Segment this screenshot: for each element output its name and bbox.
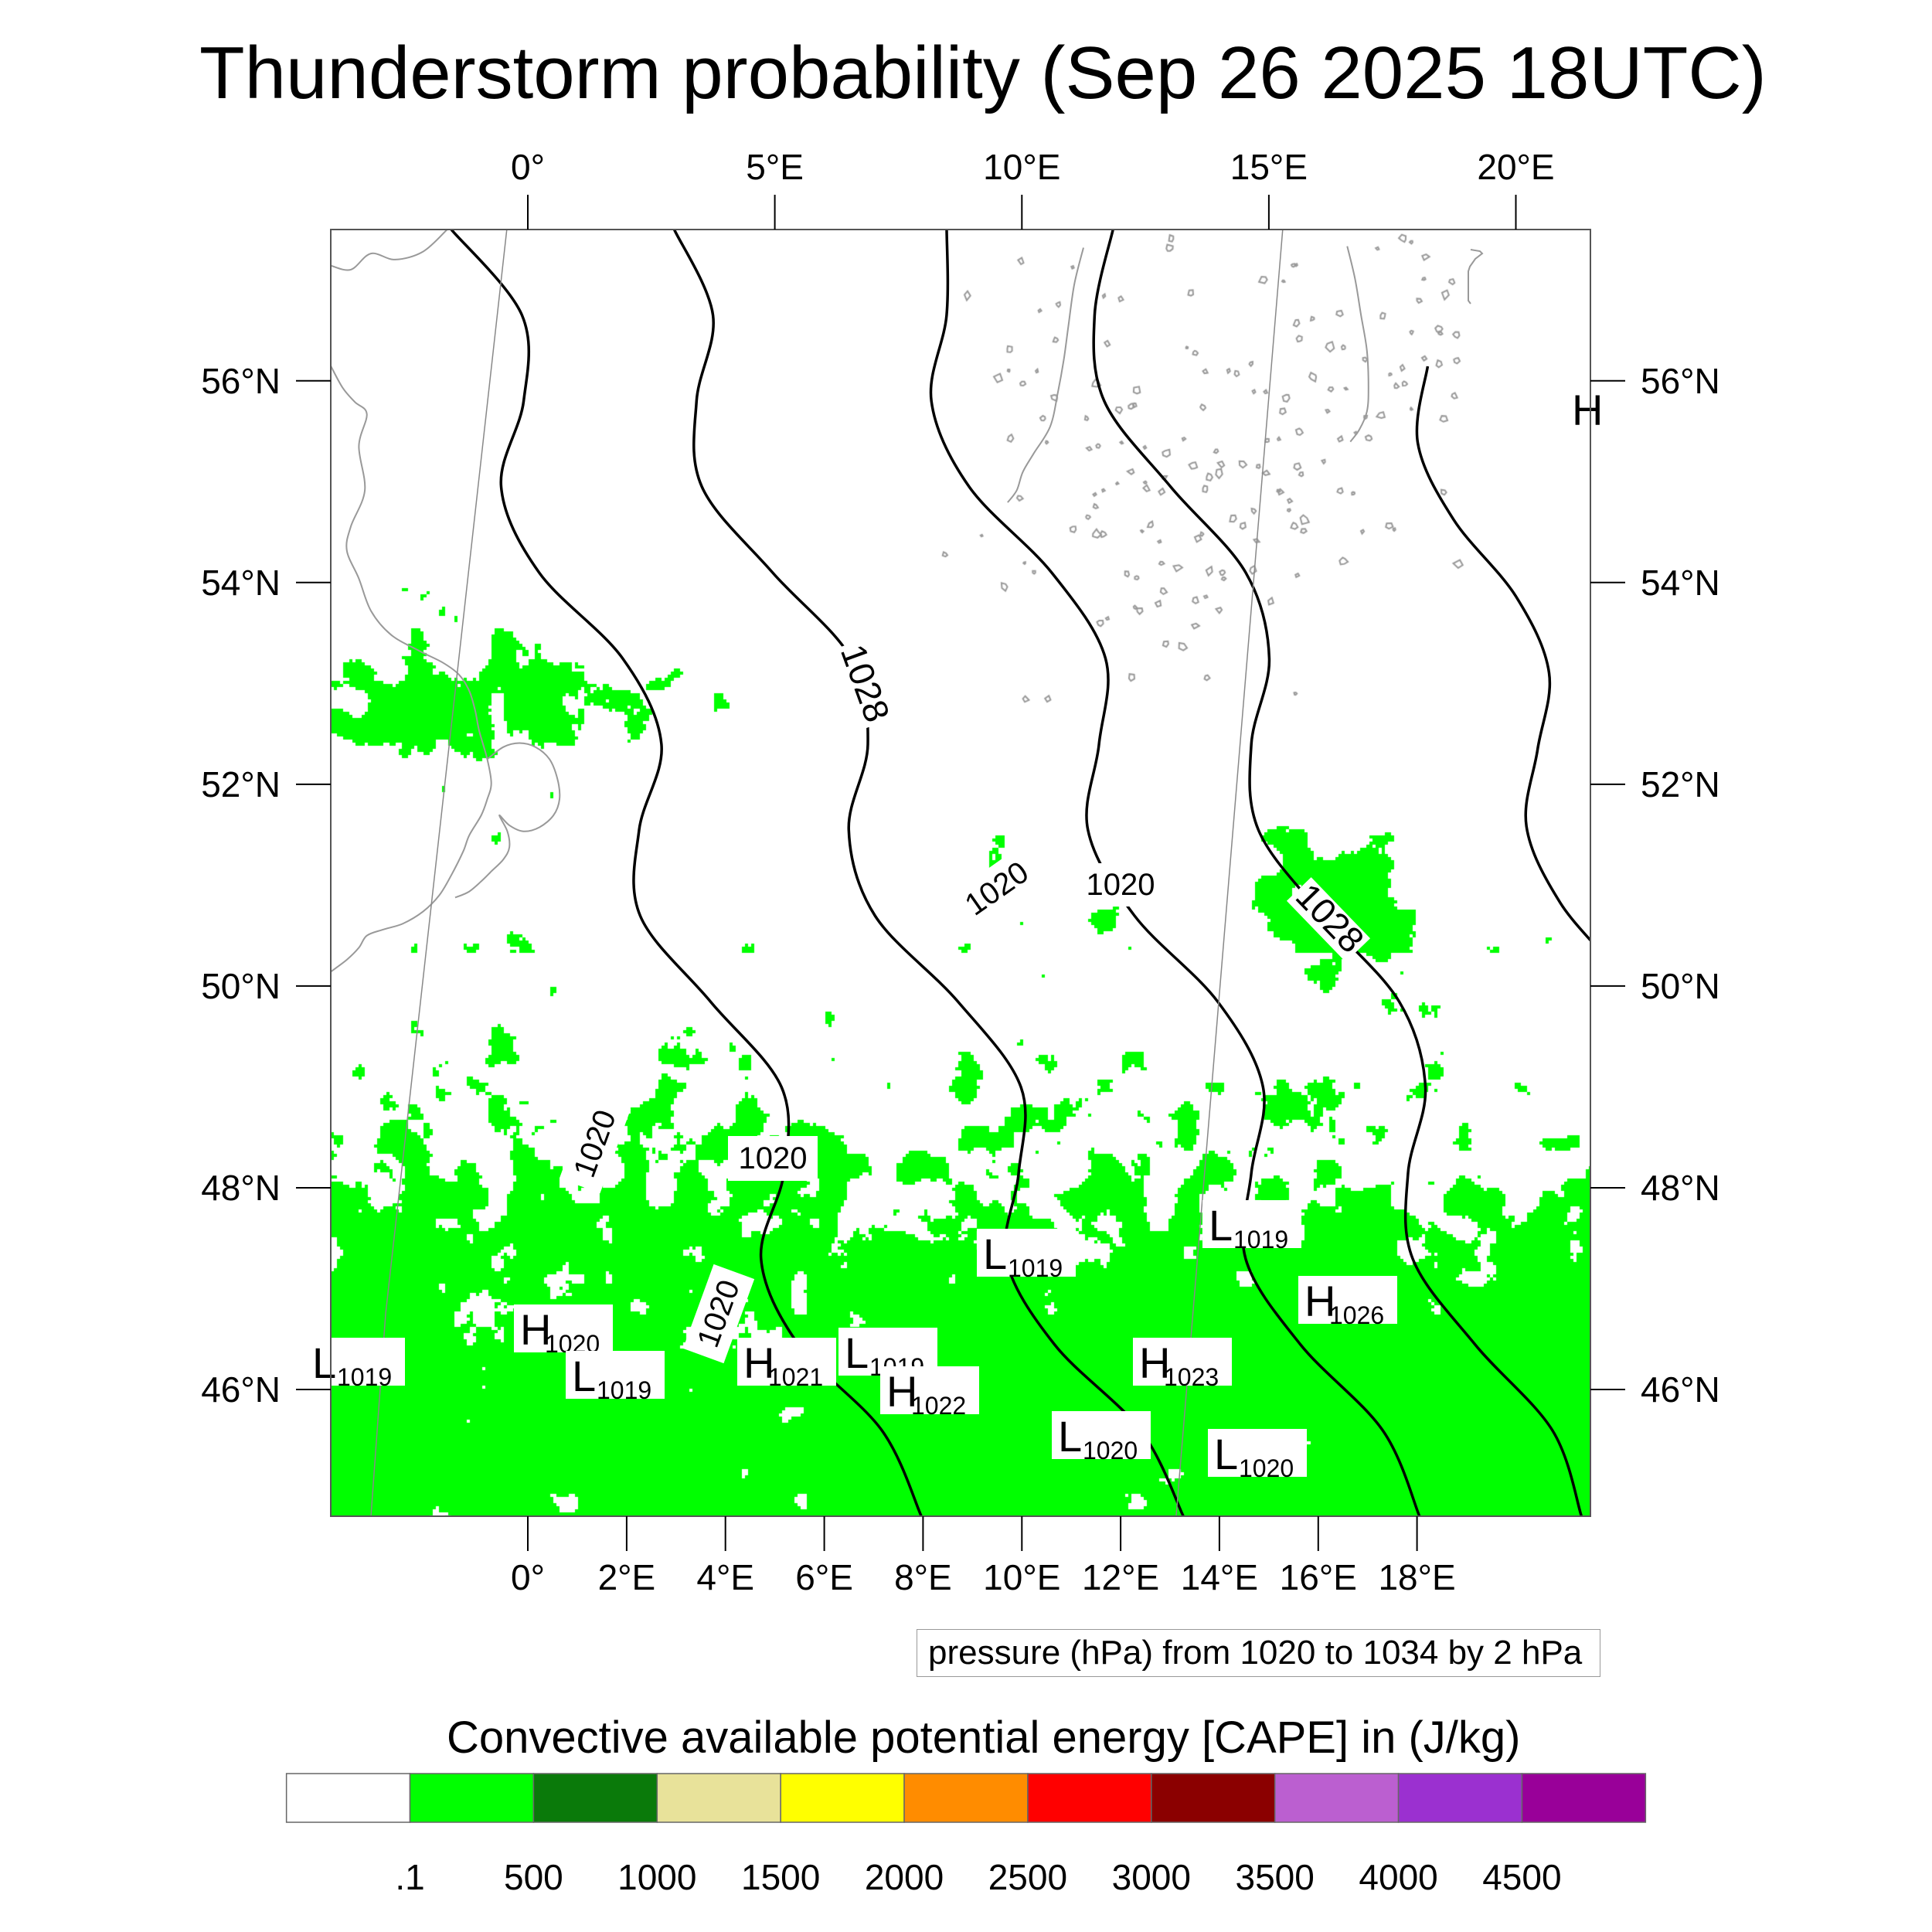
svg-text:.1: .1 <box>395 1857 424 1897</box>
svg-text:3500: 3500 <box>1236 1857 1315 1897</box>
svg-text:4000: 4000 <box>1359 1857 1437 1897</box>
svg-text:2000: 2000 <box>865 1857 944 1897</box>
svg-text:4500: 4500 <box>1482 1857 1561 1897</box>
svg-text:1500: 1500 <box>741 1857 820 1897</box>
svg-text:1000: 1000 <box>617 1857 696 1897</box>
svg-text:500: 500 <box>504 1857 563 1897</box>
svg-text:2500: 2500 <box>988 1857 1067 1897</box>
svg-text:3000: 3000 <box>1112 1857 1191 1897</box>
